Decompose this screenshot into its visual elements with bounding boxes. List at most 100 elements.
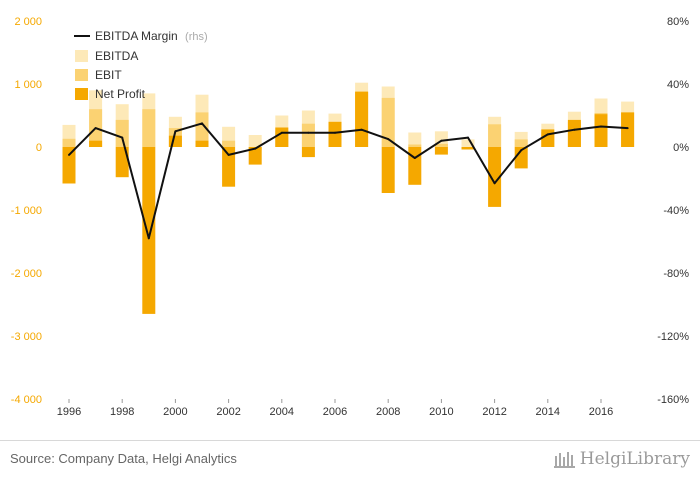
point-ebitda-margin-2007 (360, 128, 363, 131)
footer: Source: Company Data, Helgi Analytics He… (0, 440, 700, 483)
point-ebitda-margin-2013 (520, 149, 523, 152)
bar-ebit-2010 (434, 143, 448, 147)
bar-ebit-1998 (115, 119, 129, 147)
bar-net-profit-2013 (514, 147, 528, 169)
y-left-tick-label: -1 000 (11, 205, 42, 217)
x-tick-label: 2012 (482, 406, 506, 418)
point-ebitda-margin-2014 (546, 133, 549, 136)
x-tick-label: 1996 (57, 406, 81, 418)
point-ebitda-margin-2004 (280, 131, 283, 134)
bar-ebit-2002 (222, 140, 236, 147)
y-right-tick-label: -120% (657, 331, 689, 343)
y-left-tick-label: -4 000 (11, 394, 42, 406)
legend-swatch-ebitda (75, 50, 88, 62)
line-layer (68, 122, 629, 240)
brand-name: HelgiLibrary (579, 449, 690, 469)
x-tick-label: 2000 (163, 406, 187, 418)
bar-net-profit-1997 (89, 140, 103, 147)
bar-net-profit-1996 (62, 147, 76, 184)
y-left-tick-label: -2 000 (11, 268, 42, 280)
legend-swatch-net-profit (75, 88, 88, 100)
bar-net-profit-2016 (594, 114, 608, 147)
point-ebitda-margin-2003 (254, 147, 257, 150)
brand-logo: HelgiLibrary (553, 449, 690, 469)
point-ebitda-margin-2001 (201, 122, 203, 125)
bar-net-profit-2002 (222, 147, 236, 187)
bar-ebit-2008 (381, 97, 395, 147)
legend-label-ebitda: EBITDA (95, 49, 138, 63)
legend: EBITDA Margin (rhs) EBITDA EBIT Net Prof… (74, 29, 208, 101)
bar-net-profit-2011 (461, 147, 475, 150)
bar-net-profit-2015 (567, 119, 581, 147)
bar-ebitda-2011 (461, 139, 475, 147)
chart: -4 000 -3 000 -2 000 -1 000 0 1 000 2 000 -160%… (11, 16, 689, 418)
point-ebitda-margin-2017 (626, 127, 629, 130)
bar-net-profit-2012 (488, 147, 502, 207)
bar-ebitda-2009 (408, 132, 422, 147)
bar-net-profit-1999 (142, 147, 156, 314)
svg-text:EBITDA Margin (rhs): EBITDA Margin (rhs) (95, 29, 208, 43)
point-ebitda-margin-2000 (174, 130, 177, 133)
y-left-tick-label: 1 000 (14, 79, 42, 91)
bar-net-profit-2000 (168, 135, 182, 147)
bar-net-profit-2017 (621, 112, 635, 147)
point-ebitda-margin-1999 (147, 237, 150, 240)
y-right-tick-label: 40% (667, 79, 689, 91)
y-left-tick-label: 0 (36, 142, 42, 154)
point-ebitda-margin-2006 (334, 131, 336, 134)
x-tick-label: 2008 (376, 406, 400, 418)
point-ebitda-margin-2011 (467, 136, 469, 139)
library-icon (553, 452, 575, 468)
bar-net-profit-2001 (195, 140, 209, 147)
point-ebitda-margin-2016 (600, 125, 602, 128)
bar-ebit-2001 (195, 112, 209, 147)
axis-layer: -4 000 -3 000 -2 000 -1 000 0 1 000 2 000 -160%… (11, 16, 689, 418)
x-tick-label: 2002 (216, 406, 240, 418)
y-left-tick-label: 2 000 (14, 16, 42, 28)
point-ebitda-margin-2002 (227, 153, 230, 156)
y-right-tick-label: -40% (663, 205, 689, 217)
x-tick-label: 2014 (536, 406, 560, 418)
y-right-tick-label: -80% (663, 268, 689, 280)
point-ebitda-margin-2012 (493, 182, 496, 185)
y-right-tick-label: -160% (657, 394, 689, 406)
bar-ebitda-2003 (248, 135, 262, 147)
bar-net-profit-2005 (301, 147, 315, 158)
bar-net-profit-2006 (328, 121, 342, 147)
legend-label-ebit: EBIT (95, 68, 122, 82)
point-ebitda-margin-2015 (573, 128, 576, 131)
x-tick-label: 1998 (110, 406, 134, 418)
point-ebitda-margin-2009 (413, 157, 416, 159)
legend-label-net-profit: Net Profit (95, 87, 146, 101)
x-tick-label: 2016 (589, 406, 613, 418)
point-ebitda-margin-2008 (387, 138, 390, 141)
bar-ebit-2013 (514, 139, 528, 147)
legend-label-ebitda-margin-suffix: (rhs) (185, 31, 208, 43)
bar-net-profit-2003 (248, 147, 262, 165)
x-tick-label: 2004 (270, 406, 294, 418)
bar-net-profit-2010 (434, 147, 448, 155)
bars-layer (62, 82, 635, 314)
y-left-tick-label: -3 000 (11, 331, 42, 343)
bar-ebit-2012 (488, 124, 502, 147)
bar-ebit-1996 (62, 138, 76, 147)
legend-swatch-ebit (75, 69, 88, 81)
point-ebitda-margin-1996 (68, 153, 70, 156)
bar-net-profit-2007 (355, 91, 369, 147)
point-ebitda-margin-1998 (121, 136, 124, 139)
bar-ebit-1999 (142, 109, 156, 147)
point-ebitda-margin-2005 (307, 131, 310, 134)
x-tick-label: 2006 (323, 406, 347, 418)
legend-label-ebitda-margin: EBITDA Margin (95, 29, 178, 43)
point-ebitda-margin-1997 (94, 127, 97, 130)
bar-net-profit-2009 (408, 147, 422, 185)
source-note: Source: Company Data, Helgi Analytics (10, 451, 237, 466)
bar-net-profit-2004 (275, 127, 289, 147)
bar-ebit-2009 (408, 144, 422, 147)
y-right-tick-label: 80% (667, 16, 689, 28)
bar-net-profit-1998 (115, 147, 129, 178)
bar-ebit-2005 (301, 123, 315, 147)
line-ebitda-margin (68, 122, 628, 240)
y-right-tick-label: 0% (673, 142, 689, 154)
bar-net-profit-2008 (381, 147, 395, 193)
